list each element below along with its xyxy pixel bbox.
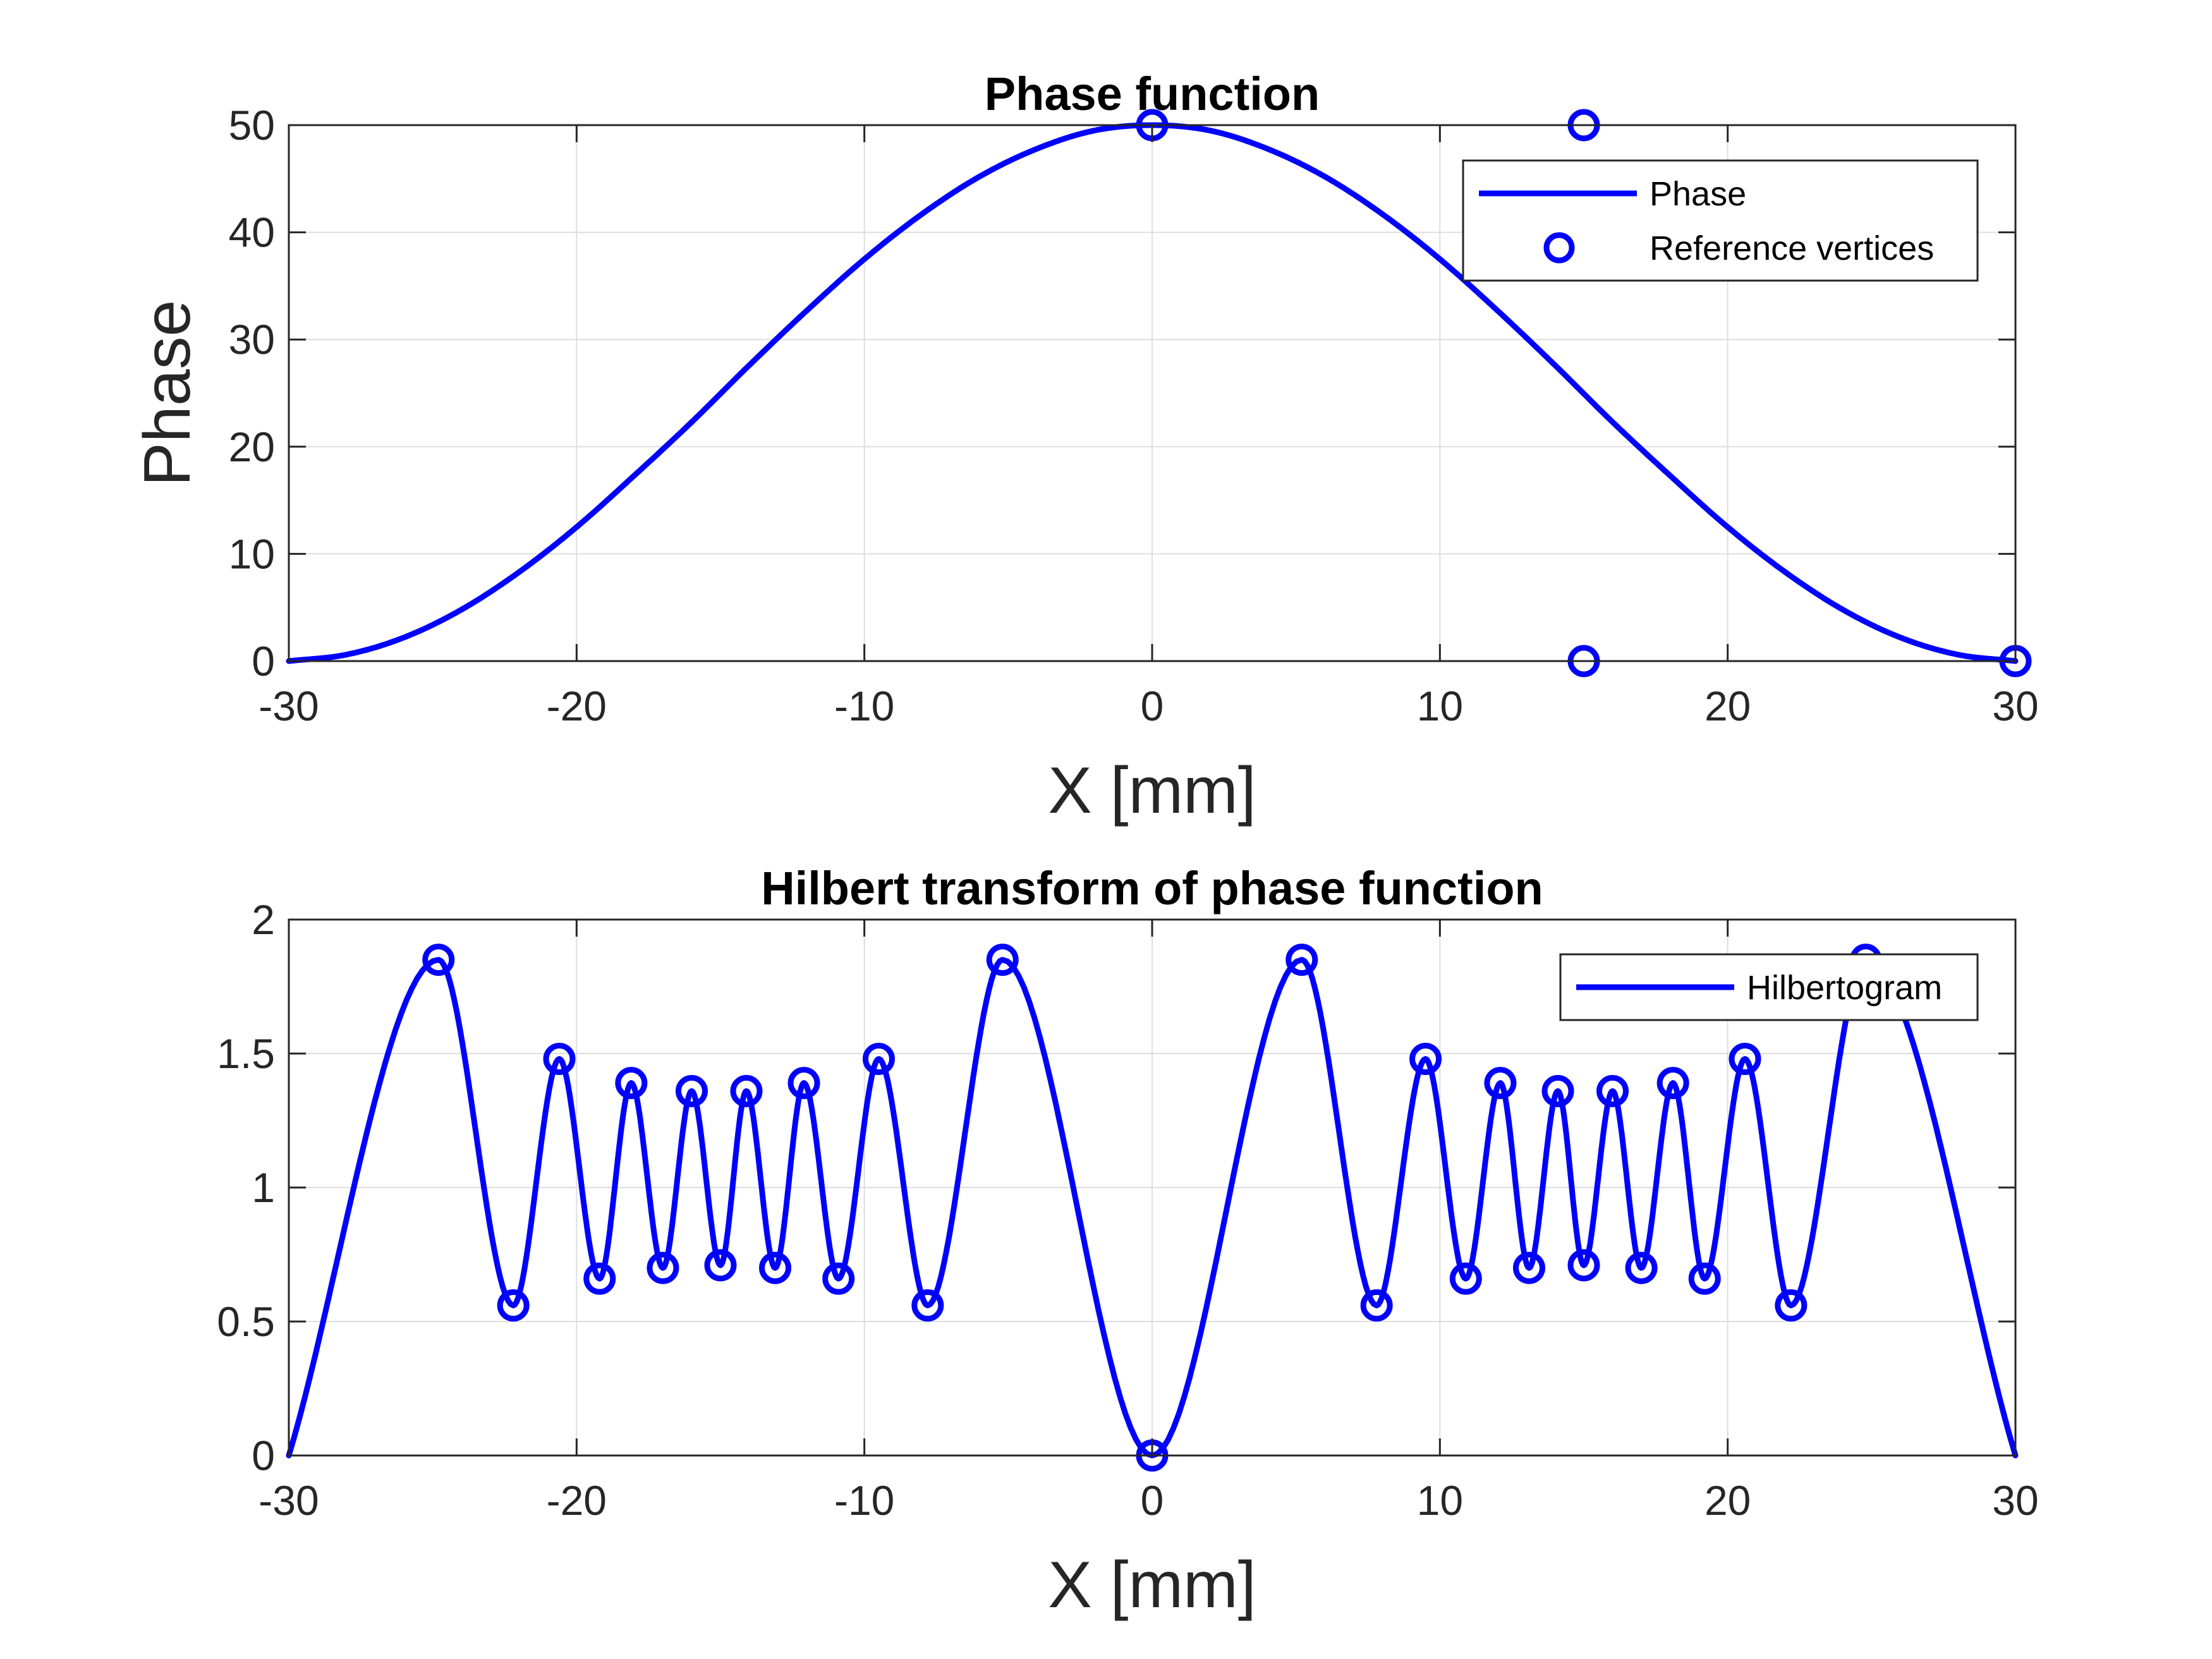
hilbert-marker-point bbox=[1409, 1042, 1442, 1075]
hilbert-marker-point bbox=[1625, 1251, 1658, 1284]
hilbert-x-tick-label: 0 bbox=[1141, 1477, 1164, 1524]
hilbert-marker-point bbox=[615, 1067, 648, 1100]
hilbert-marker-point bbox=[583, 1262, 616, 1295]
phase-x-tick-label: -20 bbox=[547, 683, 607, 729]
phase-x-tick-label: 30 bbox=[1992, 683, 2038, 729]
phase-y-tick-label: 20 bbox=[229, 423, 275, 470]
phase-x-axis-label: X [mm] bbox=[1048, 754, 1256, 827]
phase-legend: Phase Reference vertices bbox=[1462, 159, 1979, 282]
hilbert-x-tick-label: 20 bbox=[1705, 1477, 1751, 1524]
hilbert-marker-point bbox=[1512, 1251, 1545, 1284]
hilbert-plot: -30 -20 -10 0 10 20 30 0 0.5 1 1.5 2 Hilbert transf… bbox=[217, 862, 2038, 1622]
hilbert-marker-point bbox=[422, 944, 455, 976]
phase-legend-box bbox=[1462, 159, 1979, 282]
phase-y-tick-label: 10 bbox=[229, 530, 275, 577]
hilbert-chart-title: Hilbert transform of phase function bbox=[761, 862, 1543, 915]
hilbert-y-tick-label: 2 bbox=[252, 896, 275, 943]
hilbert-marker-point bbox=[543, 1042, 576, 1075]
hilbert-marker-point bbox=[986, 944, 1019, 976]
hilbert-x-tick-label: 30 bbox=[1992, 1477, 2038, 1524]
hilbert-marker-point bbox=[1541, 1074, 1574, 1107]
phase-y-tick-label: 0 bbox=[252, 638, 275, 684]
hilbert-marker-point bbox=[675, 1074, 708, 1107]
hilbert-marker-point bbox=[822, 1262, 855, 1295]
hilbert-series-layer bbox=[286, 944, 2019, 1472]
hilbert-marker-point bbox=[1449, 1262, 1482, 1295]
hilbert-marker-point bbox=[1688, 1262, 1721, 1295]
hilbert-legend: Hilbertogram bbox=[1559, 953, 1979, 1021]
phase-y-axis-label: Phase bbox=[131, 300, 204, 487]
hilbert-marker-point bbox=[1729, 1042, 1761, 1075]
hilbert-y-tick-label: 0 bbox=[252, 1432, 275, 1479]
phase-chart-title: Phase function bbox=[985, 68, 1320, 120]
phase-y-tick-label: 40 bbox=[229, 209, 275, 256]
hilbert-marker-point bbox=[1596, 1074, 1629, 1107]
hilbert-marker-point bbox=[1285, 944, 1318, 976]
hilbert-y-tick-label: 0.5 bbox=[217, 1298, 275, 1345]
phase-ticks: -30 -20 -10 0 10 20 30 0 10 20 30 40 50 bbox=[229, 102, 2039, 729]
phase-y-tick-label: 50 bbox=[229, 102, 275, 149]
hilbertogram-legend-label: Hilbertogram bbox=[1747, 969, 1942, 1007]
hilbert-marker-point bbox=[497, 1289, 530, 1322]
phase-legend-label: Phase bbox=[1650, 175, 1746, 213]
hilbert-x-axis-label: X [mm] bbox=[1048, 1548, 1256, 1622]
hilbert-marker-point bbox=[1567, 1249, 1600, 1282]
phase-x-tick-label: -30 bbox=[258, 683, 319, 729]
reference-vertices-legend-marker bbox=[1543, 232, 1575, 264]
hilbert-marker-point bbox=[1656, 1067, 1689, 1100]
hilbert-marker-point bbox=[704, 1249, 737, 1282]
phase-x-tick-label: 10 bbox=[1417, 683, 1463, 729]
phase-y-tick-label: 30 bbox=[229, 316, 275, 363]
phase-x-tick-label: 0 bbox=[1141, 683, 1164, 729]
phase-x-tick-label: -10 bbox=[834, 683, 894, 729]
phase-x-tick-label: 20 bbox=[1705, 683, 1751, 729]
hilbert-marker-point bbox=[1775, 1289, 1808, 1322]
reference-vertices-legend-label: Reference vertices bbox=[1650, 229, 1934, 267]
hilbert-marker-point bbox=[911, 1289, 944, 1322]
hilbert-ticks: -30 -20 -10 0 10 20 30 0 0.5 1 1.5 2 bbox=[217, 896, 2038, 1524]
hilbert-marker-point bbox=[862, 1042, 895, 1075]
hilbert-x-tick-label: -10 bbox=[834, 1477, 894, 1524]
hilbert-marker-point bbox=[787, 1067, 820, 1100]
hilbert-x-tick-label: 10 bbox=[1417, 1477, 1463, 1524]
hilbert-x-tick-label: -30 bbox=[258, 1477, 319, 1524]
hilbert-marker-point bbox=[759, 1251, 792, 1284]
hilbert-marker-point bbox=[647, 1251, 679, 1284]
hilbert-marker-point bbox=[730, 1074, 763, 1107]
phase-plot: -30 -20 -10 0 10 20 30 0 10 20 30 40 50 Phase functi… bbox=[131, 68, 2039, 827]
hilbert-x-tick-label: -20 bbox=[547, 1477, 607, 1524]
hilbert-y-tick-label: 1 bbox=[252, 1164, 275, 1211]
hilbert-y-tick-label: 1.5 bbox=[217, 1030, 275, 1077]
hilbert-marker-point bbox=[1360, 1289, 1393, 1322]
hilbert-marker-point bbox=[1484, 1067, 1517, 1100]
